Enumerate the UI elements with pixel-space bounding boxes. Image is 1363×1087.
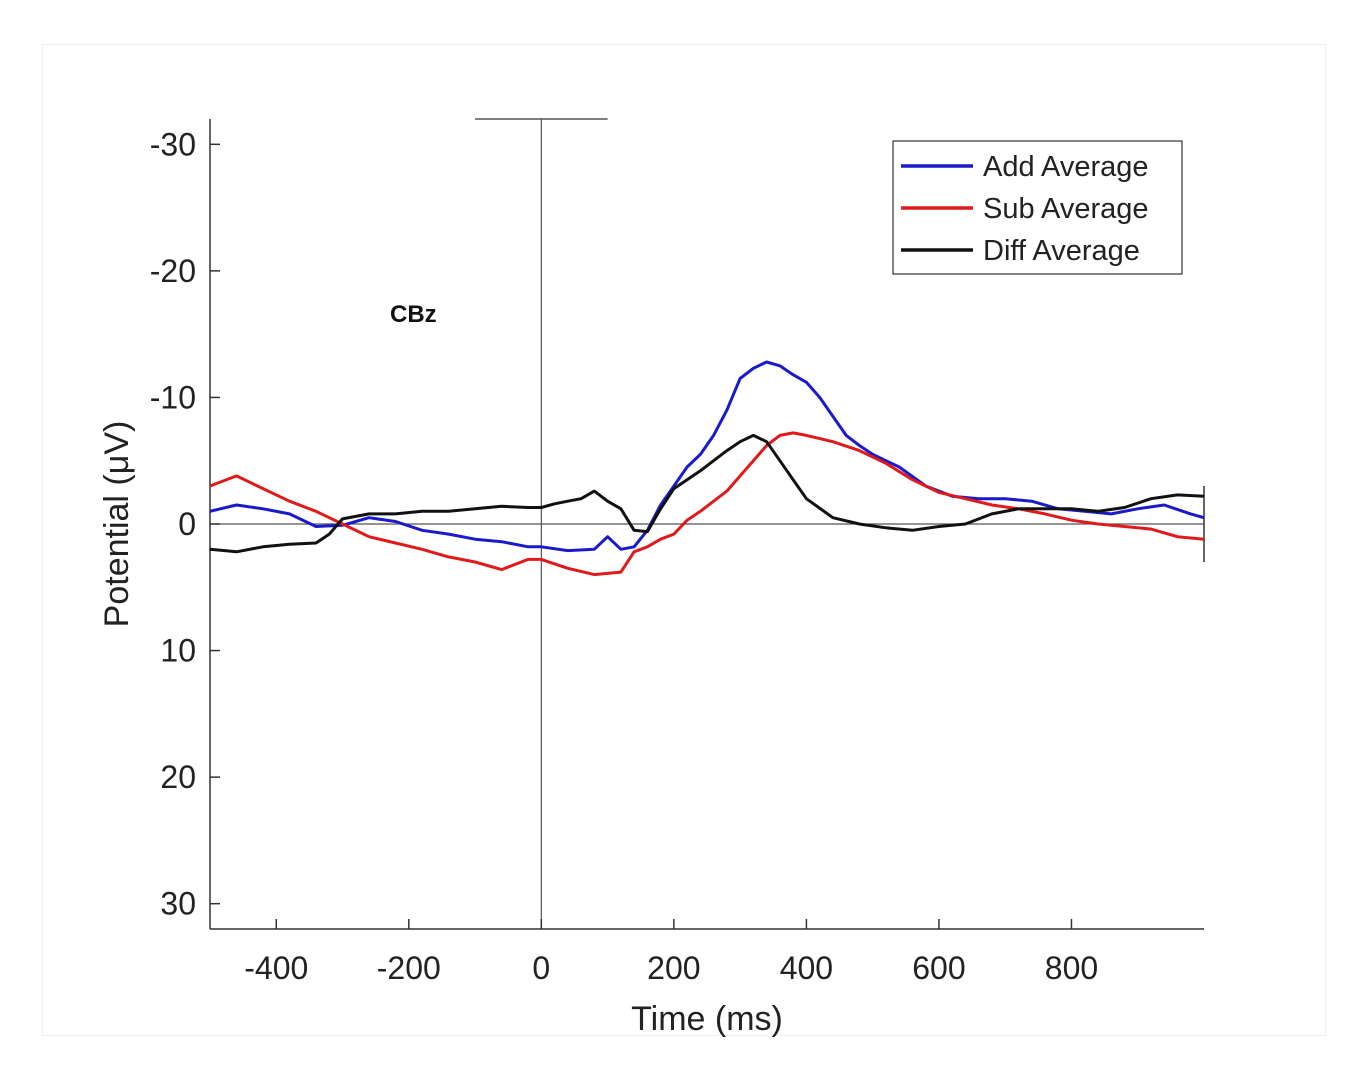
series-line-sub-average	[209, 431, 1205, 577]
channel-annotation: CBz	[390, 301, 437, 328]
x-tick-label: -200	[377, 950, 441, 986]
y-tick-label: -20	[150, 253, 196, 289]
series-lines	[209, 360, 1205, 577]
y-tick-label: 0	[178, 506, 196, 542]
y-tick-label: -10	[150, 379, 196, 415]
x-tick-label: 0	[532, 950, 550, 986]
x-tick-label: 600	[912, 950, 965, 986]
series-line-add-average	[209, 360, 1205, 553]
legend-label: Add Average	[983, 151, 1149, 183]
legend-label: Sub Average	[983, 193, 1149, 225]
y-tick-label: -30	[150, 126, 196, 162]
ticks: -400 -200 0 200 400 600 800 -30 -20 -10 0 10 20 30	[150, 126, 1098, 986]
legend: Add Average Sub Average Diff Average	[892, 140, 1183, 275]
x-tick-label: -400	[244, 950, 308, 986]
x-tick-label: 400	[780, 950, 833, 986]
y-tick-label: 10	[160, 633, 196, 669]
y-tick-label: 20	[160, 759, 196, 795]
x-tick-label: 200	[647, 950, 700, 986]
y-axis-title: Potential (μV)	[98, 421, 136, 628]
legend-label: Diff Average	[983, 235, 1140, 267]
series-line-diff-average	[209, 433, 1205, 554]
x-tick-label: 800	[1045, 950, 1098, 986]
x-axis-title: Time (ms)	[631, 1000, 783, 1038]
y-tick-label: 30	[160, 886, 196, 922]
